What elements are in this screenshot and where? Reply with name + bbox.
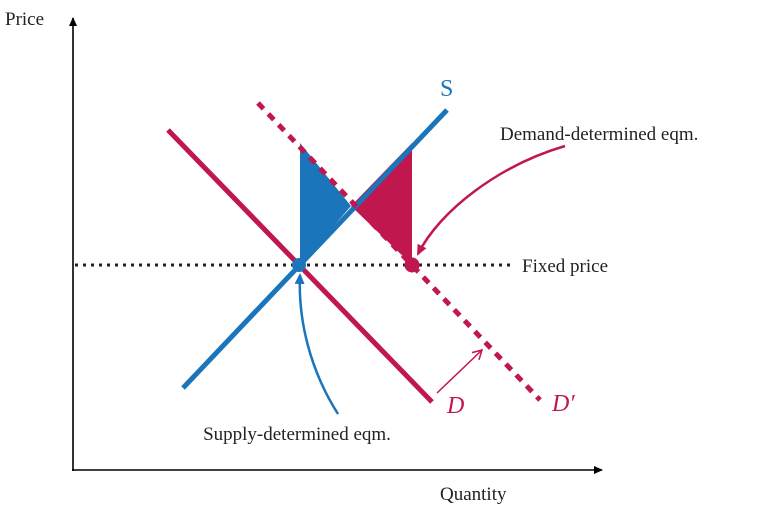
supply-curve — [181, 108, 449, 390]
demand-label: D — [446, 393, 464, 419]
supply-eqm-label: Supply-determined eqm. — [203, 424, 391, 445]
supply-eqm-arrow — [294, 273, 340, 415]
demand-eqm-arrow — [416, 144, 566, 256]
demand-eqm-point — [404, 257, 420, 273]
supply-eqm-point — [292, 258, 306, 272]
shift-arrow — [436, 348, 484, 394]
supply-region — [300, 143, 351, 265]
new-demand-label: D′ — [551, 391, 575, 417]
supply-label: S — [440, 76, 453, 102]
x-axis-label: Quantity — [440, 484, 507, 505]
demand-eqm-label: Demand-determined eqm. — [500, 124, 698, 145]
fixed-price-label: Fixed price — [522, 256, 608, 277]
y-axis-label: Price — [5, 9, 44, 30]
demand-region — [351, 143, 412, 265]
